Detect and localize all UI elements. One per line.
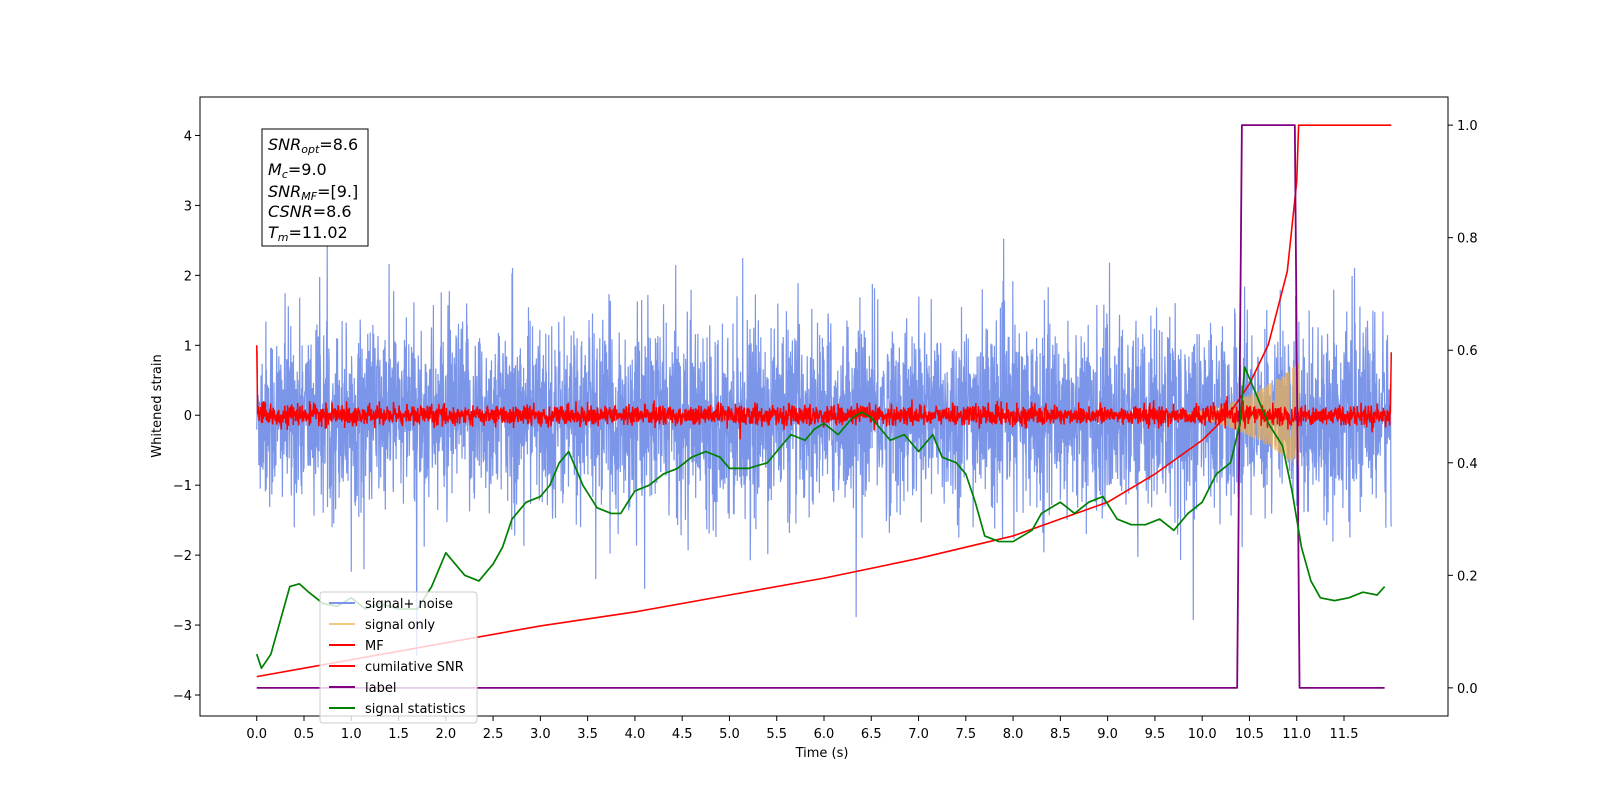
x-tick-label: 3.5	[577, 727, 598, 742]
x-tick-label: 9.0	[1097, 727, 1118, 742]
x-tick-label: 8.0	[1003, 727, 1024, 742]
x-tick-label: 8.5	[1050, 727, 1071, 742]
y-tick-label: −1	[173, 479, 192, 494]
x-tick-label: 1.5	[388, 727, 409, 742]
x-tick-label: 6.5	[861, 727, 882, 742]
y-axis-label: Whitened strain	[150, 354, 165, 457]
y-tick-label: 4	[184, 129, 192, 144]
y2-tick-label: 0.6	[1457, 344, 1478, 359]
annotation-frame	[261, 128, 369, 247]
series-signal-statistics	[255, 366, 1386, 670]
x-tick-label: 1.0	[341, 727, 362, 742]
y2-tick-label: 0.2	[1457, 569, 1478, 584]
x-tick-label: 10.5	[1235, 727, 1264, 742]
y-axis-left: −4 −3 −2 −1 0 1 2 3 4	[173, 129, 200, 704]
x-tick-label: 2.0	[435, 727, 456, 742]
series-signal-noise	[256, 238, 1392, 656]
y2-tick-label: 0.8	[1457, 232, 1478, 247]
y-tick-label: 2	[184, 269, 192, 284]
y-axis-right: 0.0 0.2 0.4 0.6 0.8 1.0	[1448, 119, 1478, 697]
x-tick-label: 11.0	[1282, 727, 1311, 742]
x-tick-label: 9.5	[1145, 727, 1166, 742]
y-tick-label: −3	[173, 619, 192, 634]
annotation-snr-opt: SNRopt=8.6	[268, 135, 358, 156]
mf-line	[255, 345, 1393, 440]
signal-noise-line	[256, 238, 1392, 656]
annotation-box: SNRopt=8.6 Mc=9.0 SNRMF=[9.] CSNR=8.6 Tm…	[261, 128, 369, 247]
annotation-mc: Mc=9.0	[268, 160, 327, 181]
legend-label: cumilative SNR	[365, 660, 464, 675]
x-tick-label: 0.0	[246, 727, 267, 742]
x-tick-label: 3.0	[530, 727, 551, 742]
annotation-snr-mf: SNRMF=[9.]	[268, 182, 358, 203]
legend: signal+ noise signal only MF cumilative SNR…	[319, 591, 478, 724]
y-tick-label: −2	[173, 549, 192, 564]
y2-tick-label: 1.0	[1457, 119, 1478, 134]
x-tick-label: 5.0	[719, 727, 740, 742]
x-tick-label: 6.0	[814, 727, 835, 742]
y-tick-label: 1	[184, 339, 192, 354]
legend-label: signal only	[365, 618, 435, 633]
y-tick-label: 0	[184, 409, 192, 424]
legend-label: signal statistics	[365, 702, 466, 717]
annotation-csnr: CSNR=8.6	[268, 202, 352, 221]
x-tick-label: 0.5	[294, 727, 315, 742]
y2-tick-label: 0.0	[1457, 682, 1478, 697]
x-tick-label: 5.5	[766, 727, 787, 742]
x-axis: 0.0 0.5 1.0 1.5 2.0 2.5 3.0 3.5 4.0 4.5 5.0 5.5 6.0 6…	[246, 716, 1358, 742]
x-axis-label: Time (s)	[795, 746, 849, 761]
legend-label: label	[365, 681, 396, 696]
y-tick-label: −4	[173, 689, 192, 704]
y2-tick-label: 0.4	[1457, 457, 1478, 472]
legend-label: signal+ noise	[365, 597, 453, 612]
x-tick-label: 2.5	[483, 727, 504, 742]
signal-statistics-line	[255, 366, 1386, 670]
legend-label: MF	[365, 639, 384, 654]
x-tick-label: 10.0	[1188, 727, 1217, 742]
label-line	[256, 124, 1385, 689]
legend-frame	[319, 591, 478, 724]
x-tick-label: 4.5	[672, 727, 693, 742]
series-label	[256, 124, 1385, 689]
x-tick-label: 7.0	[908, 727, 929, 742]
x-tick-label: 7.5	[955, 727, 976, 742]
x-tick-label: 4.0	[625, 727, 646, 742]
series-mf	[255, 345, 1393, 440]
y-tick-label: 3	[184, 199, 192, 214]
annotation-tm: Tm=11.02	[268, 223, 348, 244]
x-tick-label: 11.5	[1330, 727, 1359, 742]
